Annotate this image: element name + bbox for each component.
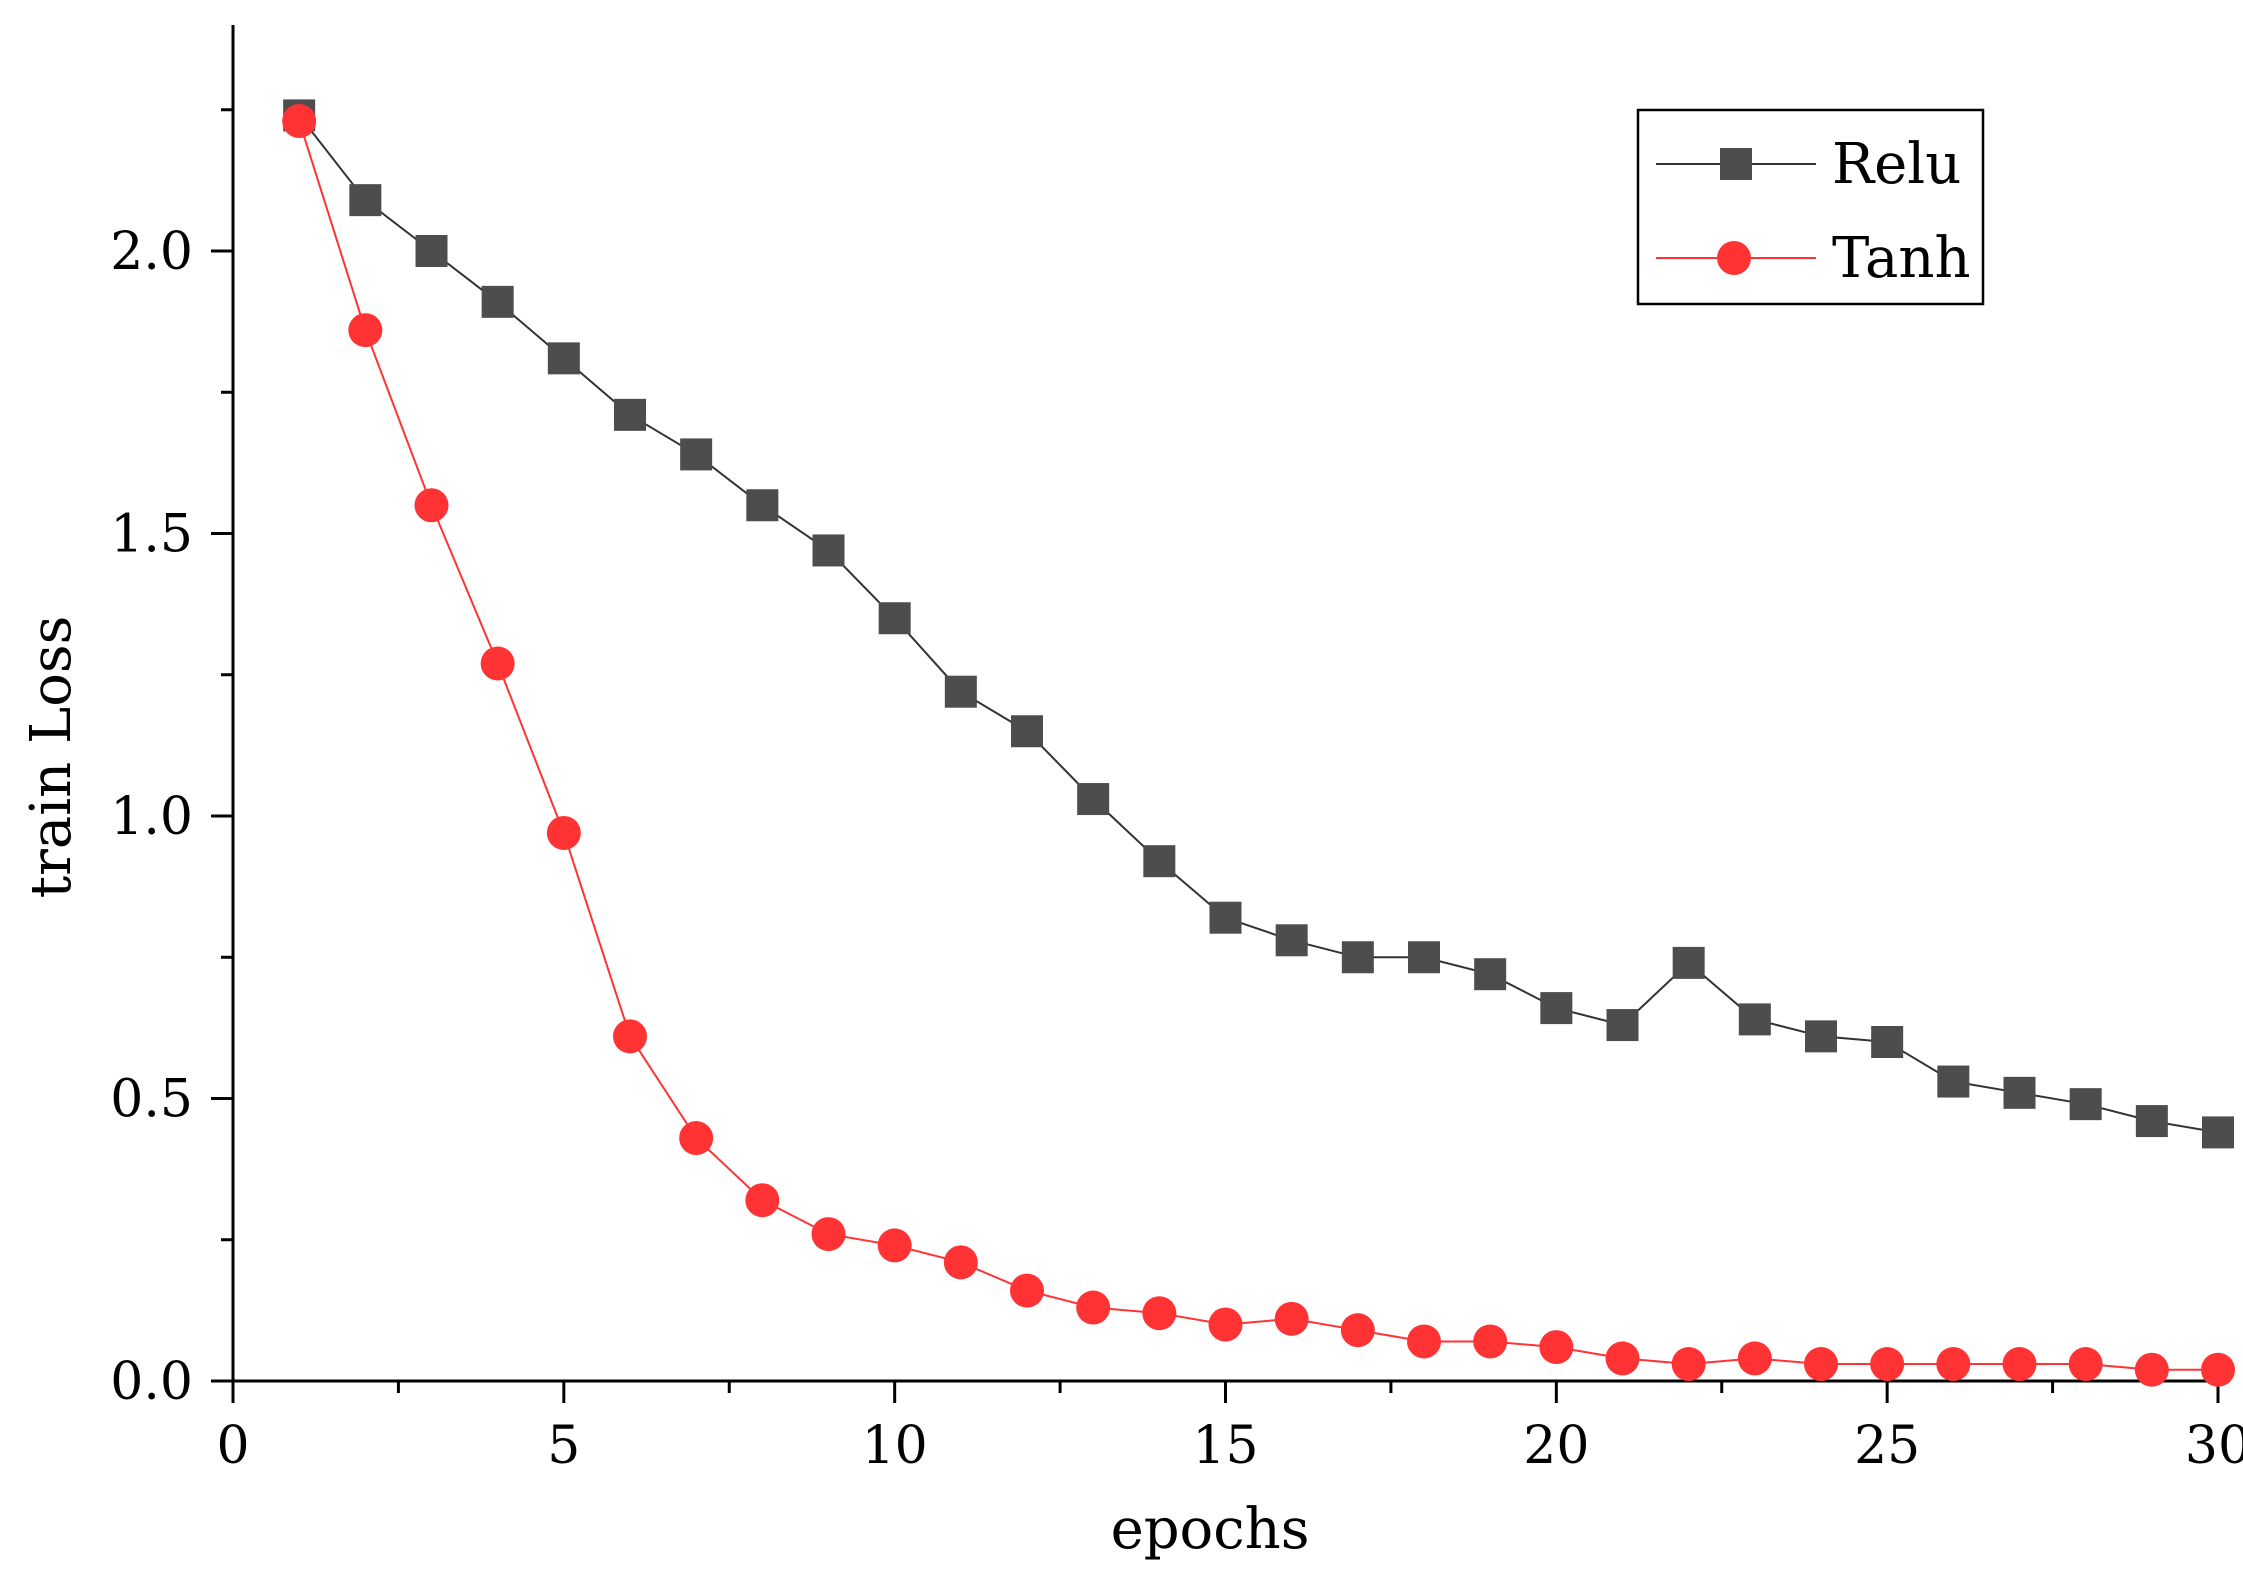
data-point-tanh bbox=[943, 1245, 978, 1280]
y-tick-label: 0.5 bbox=[110, 1070, 193, 1130]
data-point-relu bbox=[614, 398, 646, 431]
data-point-tanh bbox=[2201, 1352, 2235, 1387]
x-tick-label: 10 bbox=[862, 1416, 928, 1476]
x-tick-label: 25 bbox=[1854, 1416, 1920, 1476]
data-point-relu bbox=[1738, 1003, 1771, 1036]
data-point-relu bbox=[944, 675, 977, 708]
data-point-tanh bbox=[1737, 1341, 1772, 1376]
data-point-tanh bbox=[1473, 1324, 1508, 1359]
y-ticks: 0.0 0.5 1.0 1.5 2.0 bbox=[110, 108, 233, 1412]
x-tick-label: 15 bbox=[1192, 1416, 1258, 1476]
y-axis-title: train Loss bbox=[19, 616, 84, 899]
data-point-relu bbox=[1871, 1026, 1904, 1058]
data-point-tanh bbox=[1208, 1307, 1243, 1342]
x-tick-label: 20 bbox=[1523, 1416, 1589, 1476]
x-ticks: 0 5 10 15 20 25 30 bbox=[216, 1381, 2243, 1476]
data-point-relu bbox=[812, 534, 845, 567]
legend-tanh-label: Tanh bbox=[1832, 226, 1971, 291]
data-point-relu bbox=[746, 489, 779, 522]
data-point-relu bbox=[2135, 1105, 2168, 1138]
y-tick-label: 2.0 bbox=[110, 222, 193, 282]
x-axis-title: epochs bbox=[1111, 1497, 1310, 1562]
x-tick-label: 5 bbox=[547, 1416, 580, 1476]
data-point-tanh bbox=[1010, 1273, 1044, 1308]
data-point-relu bbox=[680, 438, 713, 471]
y-tick-label: 0.0 bbox=[110, 1352, 193, 1412]
data-point-relu bbox=[1606, 1009, 1639, 1042]
data-point-tanh bbox=[1671, 1347, 1706, 1382]
data-point-tanh bbox=[2068, 1347, 2103, 1382]
data-point-tanh bbox=[1340, 1313, 1375, 1348]
data-point-tanh bbox=[414, 488, 449, 523]
data-point-relu bbox=[1474, 958, 1507, 991]
data-point-tanh bbox=[1407, 1324, 1441, 1359]
data-point-relu bbox=[1209, 901, 1242, 934]
data-point-relu bbox=[1341, 941, 1374, 974]
data-point-tanh bbox=[877, 1228, 912, 1263]
series-line-tanh bbox=[298, 120, 2218, 1371]
data-point-relu bbox=[1408, 941, 1440, 974]
data-point-relu bbox=[1937, 1065, 1970, 1098]
data-point-relu bbox=[547, 342, 580, 375]
data-point-tanh bbox=[480, 646, 515, 681]
x-tick-label: 0 bbox=[216, 1416, 249, 1476]
data-point-relu bbox=[1011, 715, 1043, 748]
data-point-relu bbox=[1143, 845, 1176, 878]
data-point-tanh bbox=[2002, 1347, 2037, 1382]
data-point-relu bbox=[1077, 783, 1110, 816]
data-point-tanh bbox=[282, 104, 317, 139]
data-point-relu bbox=[349, 184, 382, 217]
data-point-relu bbox=[2069, 1088, 2102, 1121]
data-point-tanh bbox=[1870, 1347, 1905, 1382]
y-tick-label: 1.5 bbox=[110, 505, 193, 565]
series-layer bbox=[282, 99, 2235, 1387]
data-point-relu bbox=[2003, 1076, 2036, 1109]
data-point-tanh bbox=[1274, 1301, 1309, 1336]
data-point-tanh bbox=[745, 1183, 780, 1218]
data-point-relu bbox=[1540, 992, 1573, 1025]
data-point-relu bbox=[1672, 946, 1705, 979]
data-point-relu bbox=[2202, 1116, 2234, 1149]
data-point-relu bbox=[415, 235, 448, 267]
data-point-tanh bbox=[1076, 1290, 1111, 1325]
y-tick-label: 1.0 bbox=[110, 787, 193, 847]
data-point-tanh bbox=[1804, 1347, 1838, 1382]
legend-relu-marker bbox=[1720, 148, 1752, 180]
legend-tanh-marker bbox=[1717, 241, 1751, 275]
legend: Relu Tanh bbox=[1636, 108, 1985, 306]
data-point-tanh bbox=[1605, 1341, 1640, 1376]
data-point-tanh bbox=[1936, 1347, 1971, 1382]
x-tick-label: 30 bbox=[2185, 1416, 2243, 1476]
data-point-tanh bbox=[679, 1121, 714, 1156]
data-point-tanh bbox=[811, 1217, 846, 1252]
data-point-relu bbox=[481, 285, 514, 318]
data-point-relu bbox=[878, 602, 911, 635]
data-point-tanh bbox=[1539, 1330, 1574, 1365]
data-point-relu bbox=[1805, 1020, 1837, 1053]
data-point-tanh bbox=[1142, 1296, 1177, 1331]
legend-relu-label: Relu bbox=[1832, 132, 1961, 197]
data-point-tanh bbox=[348, 313, 383, 348]
legend-box bbox=[1636, 108, 1985, 306]
data-point-tanh bbox=[613, 1019, 647, 1054]
data-point-tanh bbox=[2134, 1352, 2169, 1387]
data-point-tanh bbox=[546, 815, 581, 850]
data-point-relu bbox=[1275, 924, 1308, 957]
